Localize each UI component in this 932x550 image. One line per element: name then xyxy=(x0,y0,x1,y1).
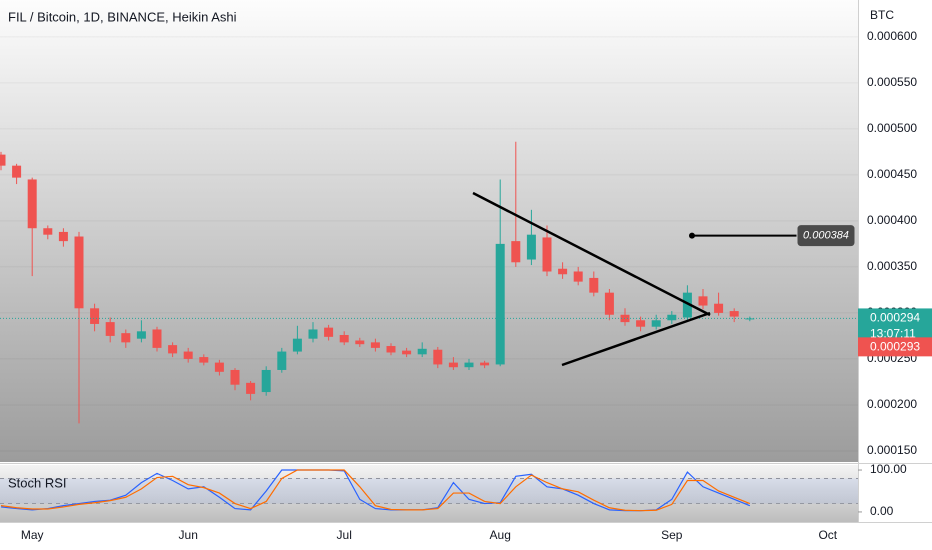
candle-body xyxy=(495,243,505,365)
annotation-label: 0.000384 xyxy=(803,230,849,242)
candle-body xyxy=(105,322,115,336)
candle-body xyxy=(651,320,661,327)
candle-body xyxy=(698,296,708,306)
candle-body xyxy=(714,303,724,313)
candle-body xyxy=(480,362,490,366)
x-tick-label: Oct xyxy=(818,528,837,542)
candle-body xyxy=(43,228,53,235)
candle-body xyxy=(433,349,443,365)
stoch-line xyxy=(0,469,751,512)
candle-body xyxy=(464,362,474,368)
candle-body xyxy=(136,331,146,339)
candle-body xyxy=(58,231,68,242)
candle-body xyxy=(261,369,271,393)
y-tick-label: 0.000600 xyxy=(867,29,917,43)
trend-line xyxy=(561,311,711,367)
candle-body xyxy=(12,165,22,178)
countdown: 13:07:11 xyxy=(870,327,916,341)
y-tick-label: 0.000450 xyxy=(867,167,917,181)
candle-body xyxy=(277,351,287,370)
candle-body xyxy=(27,179,37,229)
y-tick-label: 0.000500 xyxy=(867,121,917,135)
candle-body xyxy=(402,350,412,355)
x-tick-label: Aug xyxy=(490,528,511,542)
candle-body xyxy=(542,237,552,272)
candle-body xyxy=(526,234,536,260)
annotation-box xyxy=(796,224,856,248)
candle-body xyxy=(636,320,646,327)
chart-title: FIL / Bitcoin, 1D, BINANCE, Heikin Ashi xyxy=(8,9,237,24)
candle-body xyxy=(604,292,614,315)
prev-price-label: 0.000293 xyxy=(870,340,920,354)
y-tick-label: 0.000400 xyxy=(867,213,917,227)
candle-body xyxy=(183,351,193,359)
annotation-dot xyxy=(689,232,695,239)
y-tick-label: 0.000350 xyxy=(867,259,917,273)
candle-body xyxy=(386,346,396,353)
candle-body xyxy=(729,311,739,317)
candle-body xyxy=(511,241,521,263)
candle-body xyxy=(121,333,131,343)
trend-line xyxy=(472,191,711,317)
candle-body xyxy=(214,362,224,372)
candle-body xyxy=(589,277,599,293)
stoch-pane xyxy=(0,465,858,522)
candle-body xyxy=(573,271,583,282)
candle-body xyxy=(448,362,458,368)
candle-body xyxy=(74,236,84,309)
band xyxy=(0,478,858,504)
candle-body xyxy=(90,308,100,324)
candle-body xyxy=(324,327,334,337)
candle-body xyxy=(558,268,568,275)
candle-body xyxy=(292,338,302,352)
prev-price-tag xyxy=(858,337,932,357)
y-tick-label: 100.00 xyxy=(870,462,907,476)
indicator-title: Stoch RSI xyxy=(8,475,67,490)
candle-body xyxy=(745,318,755,320)
y-tick-label: 0.000550 xyxy=(867,75,917,89)
candle-body xyxy=(152,329,162,348)
candle-body xyxy=(168,345,178,354)
x-tick-label: Sep xyxy=(661,528,683,542)
price-axis xyxy=(858,0,932,550)
candle-body xyxy=(199,357,209,363)
candle-body xyxy=(0,154,6,166)
candle-body xyxy=(339,334,349,343)
candle-body xyxy=(417,348,427,355)
candle-body xyxy=(682,292,692,318)
axis-unit: BTC xyxy=(870,8,894,22)
candle-body xyxy=(667,314,677,321)
last-price-label: 0.000294 xyxy=(870,311,920,325)
candle-body xyxy=(246,382,256,394)
y-tick-label: 0.00 xyxy=(870,504,894,518)
main-pane xyxy=(0,0,858,462)
candle-body xyxy=(355,340,365,345)
candle-body xyxy=(308,329,318,339)
candle-body xyxy=(370,342,380,348)
candle-body xyxy=(230,369,240,385)
x-tick-label: Jun xyxy=(179,528,198,542)
y-tick-label: 0.000200 xyxy=(867,397,917,411)
y-tick-label: 0.000150 xyxy=(867,443,917,457)
x-tick-label: May xyxy=(21,528,44,542)
x-tick-label: Jul xyxy=(337,528,352,542)
